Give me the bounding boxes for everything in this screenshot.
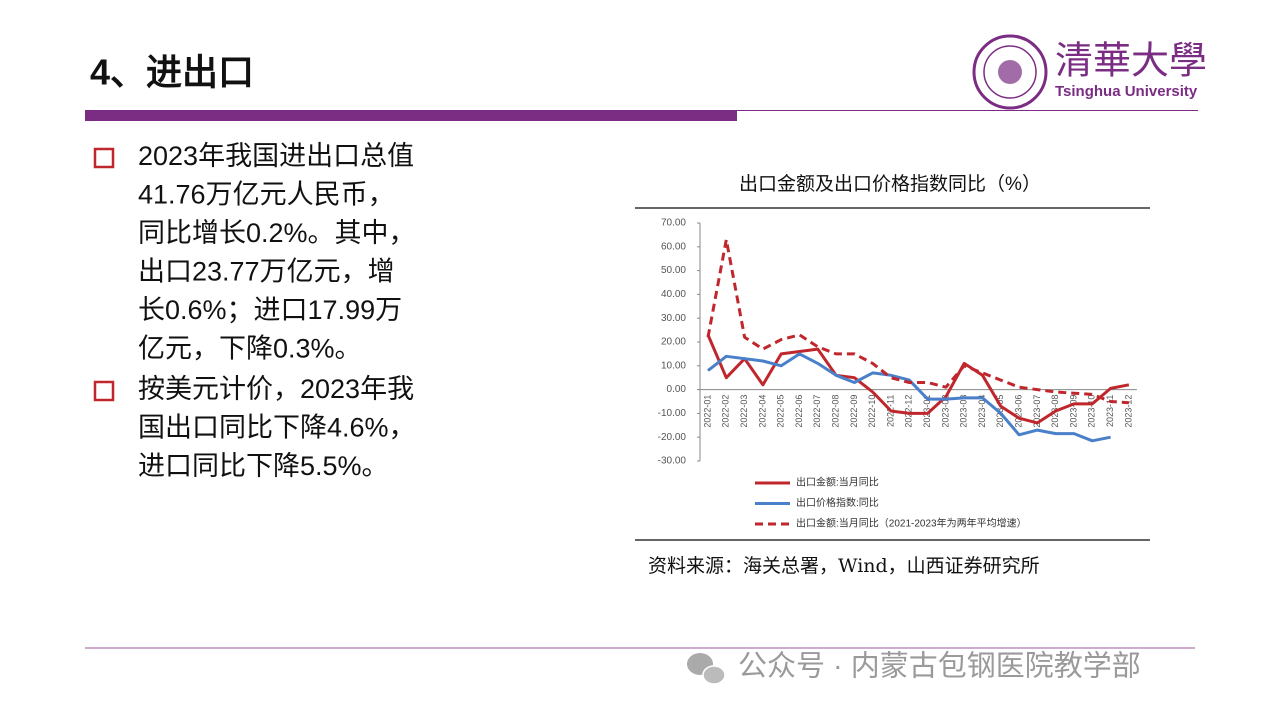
y-tick-label: -10.00 xyxy=(658,408,687,419)
x-tick-label: 2022-05 xyxy=(776,395,786,428)
legend-label: 出口金额:当月同比（2021-2023年为两年平均增速） xyxy=(796,517,1027,530)
x-tick-label: 2023-02 xyxy=(940,395,950,428)
x-tick-label: 2022-12 xyxy=(904,395,914,428)
bullet-line: 进口同比下降5.5%。 xyxy=(138,451,389,481)
y-tick-label: 20.00 xyxy=(661,337,686,348)
wechat-icon xyxy=(687,653,726,685)
y-tick-label: 60.00 xyxy=(661,241,686,252)
series-line xyxy=(706,334,1130,425)
bullet-line: 国出口同比下降4.6%， xyxy=(138,413,416,443)
bullet-marker xyxy=(93,147,115,169)
x-tick-label: 2022-09 xyxy=(849,395,859,428)
bullet-line: 按美元计价，2023年我 xyxy=(138,374,414,404)
y-tick-label: -20.00 xyxy=(658,432,687,443)
x-tick-label: 2023-06 xyxy=(1013,395,1023,428)
logo-seal-core xyxy=(998,60,1022,84)
chart-title: 出口金额及出口价格指数同比（%） xyxy=(739,173,1041,195)
x-tick-label: 2022-10 xyxy=(867,395,877,428)
watermark: 公众号 · 内蒙古包钢医院教学部 xyxy=(738,650,1141,683)
bullet-line: 41.76万亿元人民币， xyxy=(138,180,395,210)
x-tick-label: 2023-11 xyxy=(1105,395,1115,427)
x-tick-label: 2022-06 xyxy=(794,395,804,428)
bullet-list: 2023年我国进出口总值 41.76万亿元人民币， 同比增长0.2%。其中， 出口23… xyxy=(93,141,416,481)
slide-title: 4、进出口 xyxy=(90,52,254,93)
bullet-marker xyxy=(93,380,115,402)
x-tick-label: 2022-03 xyxy=(739,395,749,428)
x-tick-label: 2023-12 xyxy=(1123,395,1133,428)
series-line xyxy=(706,238,1129,405)
legend-label: 出口金额:当月同比 xyxy=(796,476,879,489)
series-line xyxy=(707,352,1111,443)
chart-source: 资料来源：海关总署，Wind，山西证券研究所 xyxy=(648,555,1040,577)
logo-seal xyxy=(972,34,1048,110)
x-tick-label: 2023-10 xyxy=(1087,395,1097,428)
y-tick-label: 30.00 xyxy=(661,313,686,324)
x-tick-label: 2023-03 xyxy=(959,395,969,428)
y-tick-label: 70.00 xyxy=(661,218,686,229)
x-tick-label: 2023-07 xyxy=(1032,395,1042,428)
y-tick-label: -30.00 xyxy=(658,456,687,467)
bullet-line: 同比增长0.2%。其中， xyxy=(138,218,416,248)
legend-label: 出口价格指数:同比 xyxy=(796,496,879,509)
logo-cn: 清華大學 xyxy=(1055,39,1207,83)
x-tick-label: 2023-01 xyxy=(922,395,932,428)
bullet-line: 亿元，下降0.3%。 xyxy=(138,334,362,364)
y-tick-label: 10.00 xyxy=(661,360,686,371)
bullet-line: 2023年我国进出口总值 xyxy=(138,141,414,171)
logo-en: Tsinghua University xyxy=(1055,83,1198,100)
logo: Tsinghua University 清華大學 Tsinghua Univer… xyxy=(972,34,1207,110)
logo-seal-inner xyxy=(983,45,1037,99)
y-tick-label: 0.00 xyxy=(667,384,687,395)
title-bar xyxy=(85,110,737,121)
bullet-line: 出口23.77万亿元，增 xyxy=(138,257,395,287)
chart: 出口金额及出口价格指数同比（%） 资料来源：海关总署，Wind，山西证券研究所 … xyxy=(635,173,1150,577)
x-tick-label: 2022-07 xyxy=(812,395,822,428)
x-tick-label: 2023-09 xyxy=(1068,395,1078,428)
y-tick-label: 40.00 xyxy=(661,289,686,300)
x-tick-label: 2022-04 xyxy=(757,395,767,428)
y-tick-label: 50.00 xyxy=(661,265,686,276)
bullet-line: 长0.6%；进口17.99万 xyxy=(138,295,402,325)
x-tick-label: 2022-08 xyxy=(830,395,840,428)
x-tick-label: 2022-02 xyxy=(721,395,731,428)
x-tick-label: 2023-04 xyxy=(977,395,987,428)
x-tick-label: 2022-01 xyxy=(702,395,712,428)
